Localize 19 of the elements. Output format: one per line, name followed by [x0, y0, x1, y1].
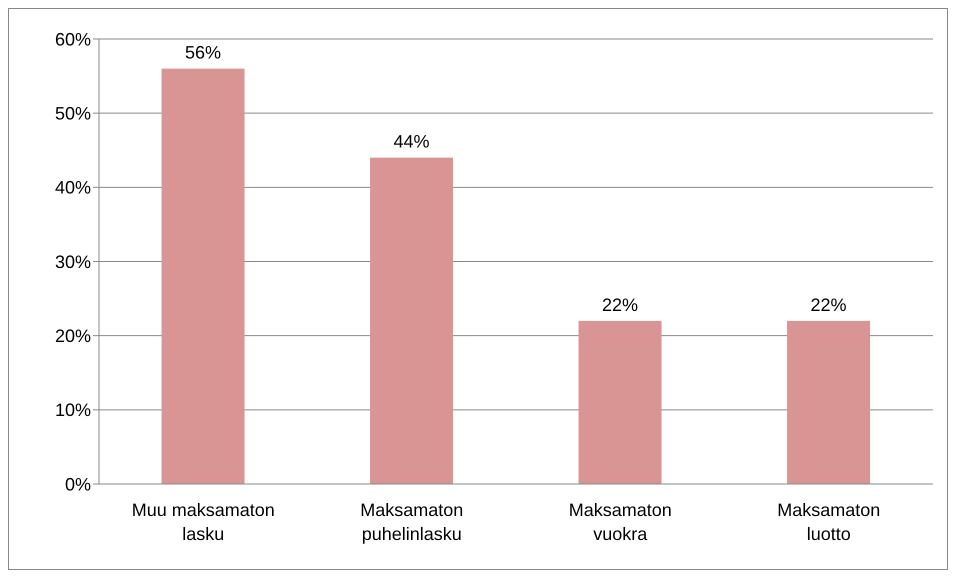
y-tick-label: 20%	[54, 326, 91, 346]
data-label: 22%	[810, 294, 847, 315]
y-tick-label: 30%	[54, 252, 91, 272]
y-tick-label: 50%	[54, 104, 91, 124]
y-tick-label: 0%	[64, 474, 91, 494]
bar	[370, 158, 454, 484]
bar	[578, 320, 662, 484]
bar	[787, 320, 870, 484]
data-label: 44%	[394, 132, 430, 152]
y-tick-label: 10%	[54, 400, 91, 420]
y-tick-label: 60%	[54, 29, 91, 50]
data-label: 56%	[185, 42, 222, 63]
data-label: 22%	[602, 294, 638, 315]
x-tick-label: Maksamaton puhelinlasku	[360, 500, 464, 544]
y-tick-label: 40%	[54, 178, 91, 198]
x-tick-label: Maksamaton vuokra	[568, 500, 672, 544]
bar	[162, 68, 245, 484]
x-tick-label: Maksamaton luotto	[777, 500, 880, 544]
x-tick-label: Muu maksamaton lasku	[132, 500, 275, 544]
